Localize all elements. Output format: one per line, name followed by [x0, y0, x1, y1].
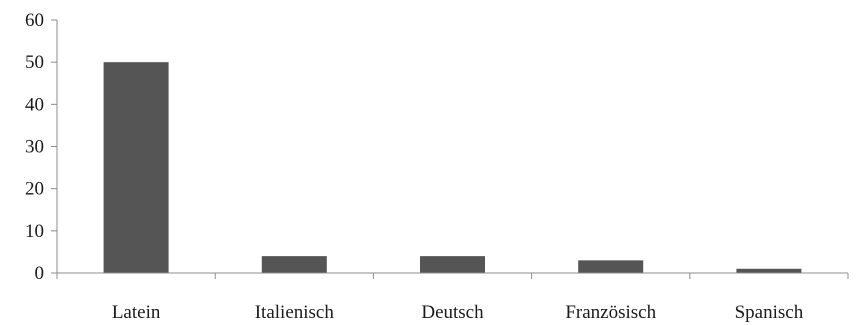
bar-spanisch: [736, 268, 802, 273]
bar-deutsch: [420, 256, 485, 273]
bar-italienisch: [261, 256, 327, 273]
y-tick-label: 20: [25, 179, 44, 200]
x-tick-label: Latein: [112, 302, 161, 323]
y-axis: 0 10 20 30 40 50 60: [25, 10, 57, 284]
bar-französisch: [578, 260, 644, 273]
y-tick-label: 40: [25, 94, 44, 115]
x-tick-label: Italienisch: [255, 302, 335, 323]
y-tick-label: 0: [35, 263, 45, 284]
y-tick-label: 50: [25, 52, 44, 73]
y-tick-label: 60: [25, 10, 44, 31]
y-tick-label: 30: [25, 137, 44, 158]
bars: [103, 62, 802, 273]
x-tick-label: Französisch: [565, 302, 656, 323]
x-tick-label: Spanisch: [735, 302, 804, 323]
y-tick-label: 10: [25, 221, 44, 242]
x-axis: Latein Italienisch Deutsch Französisch Spani…: [112, 302, 804, 323]
axes: [56, 20, 849, 279]
bar-latein: [103, 62, 169, 273]
x-tick-label: Deutsch: [421, 302, 484, 323]
